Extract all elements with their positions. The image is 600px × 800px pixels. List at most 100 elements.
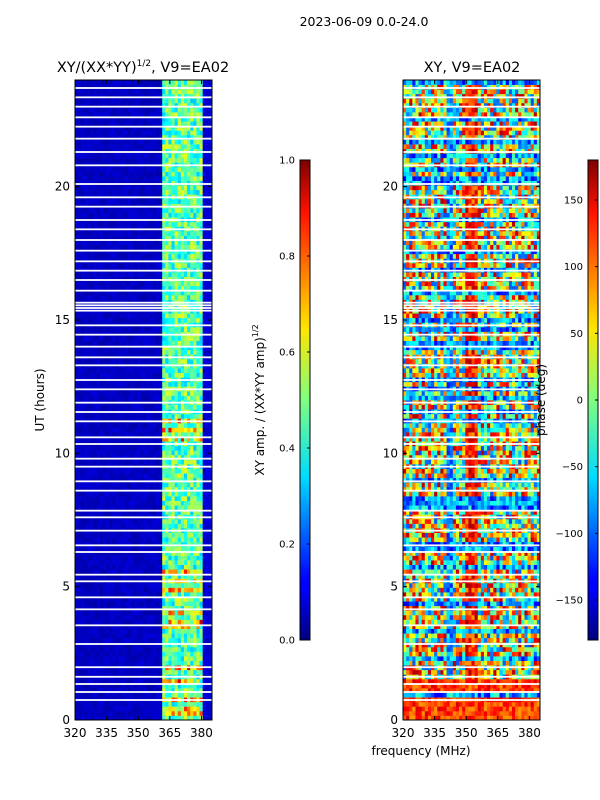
heatmap-cell — [124, 523, 129, 529]
heatmap-cell — [103, 523, 107, 529]
heatmap-cell — [190, 427, 194, 433]
heatmap-cell — [162, 587, 166, 593]
heatmap-cell — [196, 372, 200, 378]
heatmap-cell — [118, 601, 123, 607]
heatmap-cell — [180, 422, 185, 428]
heatmap-cell — [118, 253, 123, 259]
heatmap-cell — [90, 208, 95, 213]
heatmap-cell — [165, 317, 169, 323]
heatmap-cell — [127, 482, 132, 488]
heatmap-cell — [140, 564, 144, 570]
heatmap-cell — [208, 582, 213, 588]
heatmap-cell — [152, 569, 157, 575]
heatmap-cell — [193, 427, 197, 433]
heatmap-cell — [168, 336, 172, 341]
heatmap-cell — [93, 532, 98, 538]
heatmap-cell — [90, 486, 95, 492]
heatmap-cell — [99, 688, 104, 693]
heatmap-cell — [143, 240, 148, 245]
heatmap-cell — [140, 235, 144, 241]
heatmap-cell — [112, 285, 116, 291]
heatmap-cell — [143, 317, 148, 323]
heatmap-cell — [134, 587, 138, 593]
heatmap-cell — [149, 208, 154, 213]
heatmap-cell — [165, 208, 169, 213]
heatmap-cell — [162, 569, 166, 575]
heatmap-cell — [99, 432, 104, 437]
heatmap-cell — [202, 372, 207, 378]
heatmap-cell — [99, 249, 104, 255]
heatmap-cell — [199, 491, 204, 497]
heatmap-cell — [87, 560, 91, 565]
heatmap-cell — [84, 619, 88, 625]
heatmap-cell — [90, 683, 95, 689]
heatmap-cell — [99, 573, 104, 579]
heatmap-cell — [177, 285, 182, 291]
heatmap-cell — [112, 482, 116, 488]
heatmap-cell — [90, 230, 95, 236]
heatmap-cell — [78, 688, 82, 693]
heatmap-cell — [131, 285, 135, 291]
heatmap-cell — [180, 587, 185, 593]
heatmap-cell — [193, 326, 197, 332]
heatmap-cell — [187, 646, 191, 652]
heatmap-cell — [190, 592, 194, 597]
heatmap-cell — [174, 537, 179, 543]
heatmap-cell — [180, 614, 185, 620]
heatmap-cell — [152, 390, 157, 396]
heatmap-cell — [118, 272, 123, 277]
heatmap-cell — [93, 372, 98, 378]
heatmap-cell — [159, 235, 163, 241]
heatmap-cell — [78, 614, 82, 620]
heatmap-cell — [177, 477, 182, 483]
heatmap-cell — [199, 249, 204, 255]
heatmap-cell — [155, 445, 160, 451]
heatmap-cell — [131, 715, 135, 721]
heatmap-cell — [131, 445, 135, 451]
heatmap-cell — [127, 249, 132, 255]
heatmap-cell — [180, 610, 185, 616]
heatmap-cell — [149, 491, 154, 497]
heatmap-cell — [165, 281, 169, 287]
heatmap-cell — [115, 637, 119, 643]
heatmap-cell — [202, 582, 207, 588]
heatmap-cell — [165, 381, 169, 387]
heatmap-cell — [183, 436, 188, 442]
heatmap-cell — [99, 313, 104, 319]
heatmap-cell — [78, 272, 82, 277]
heatmap-cell — [162, 491, 166, 497]
heatmap-cell — [99, 349, 104, 355]
heatmap-cell — [187, 610, 191, 616]
heatmap-cell — [131, 304, 135, 309]
heatmap-cell — [93, 240, 98, 245]
heatmap-cell — [165, 596, 169, 602]
heatmap-cell — [205, 569, 210, 575]
heatmap-cell — [137, 235, 141, 241]
heatmap-cell — [202, 422, 207, 428]
heatmap-cell — [127, 244, 132, 250]
heatmap-cell — [131, 518, 135, 524]
heatmap-cell — [137, 555, 141, 561]
heatmap-cell — [118, 555, 123, 561]
heatmap-cell — [171, 505, 176, 511]
heatmap-cell — [115, 432, 119, 437]
heatmap-cell — [155, 610, 160, 616]
heatmap-cell — [208, 221, 213, 227]
heatmap-cell — [199, 646, 204, 652]
heatmap-cell — [112, 473, 116, 479]
heatmap-cell — [134, 715, 138, 721]
heatmap-cell — [103, 646, 107, 652]
heatmap-cell — [121, 240, 126, 245]
heatmap-cell — [90, 272, 95, 277]
heatmap-cell — [78, 706, 82, 712]
heatmap-cell — [165, 253, 169, 259]
heatmap-cell — [168, 436, 172, 442]
heatmap-cell — [174, 569, 179, 575]
heatmap-cell — [146, 404, 151, 410]
heatmap-cell — [199, 710, 204, 716]
heatmap-cell — [174, 628, 179, 634]
heatmap-cell — [159, 285, 163, 291]
heatmap-cell — [202, 285, 207, 291]
heatmap-cell — [208, 390, 213, 396]
heatmap-cell — [202, 395, 207, 401]
